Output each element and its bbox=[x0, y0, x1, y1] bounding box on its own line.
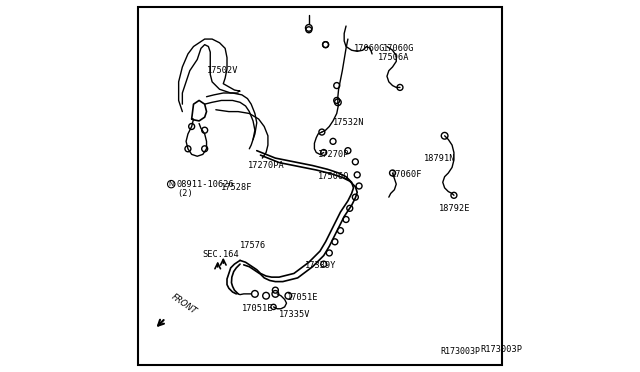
Text: 08911-10626: 08911-10626 bbox=[177, 180, 234, 189]
Text: 18791N: 18791N bbox=[424, 154, 456, 163]
Text: SEC.164: SEC.164 bbox=[203, 250, 239, 259]
Text: 17270P: 17270P bbox=[318, 150, 349, 159]
Text: 17060G: 17060G bbox=[353, 44, 385, 53]
Text: 17060F: 17060F bbox=[390, 170, 422, 179]
Text: R173003P: R173003P bbox=[480, 345, 522, 354]
Text: (2): (2) bbox=[177, 189, 193, 198]
Text: N: N bbox=[168, 181, 174, 187]
Text: R173003P: R173003P bbox=[440, 347, 480, 356]
Text: 17339Y: 17339Y bbox=[305, 262, 337, 270]
Text: 17335V: 17335V bbox=[279, 310, 310, 319]
Text: 17051E: 17051E bbox=[242, 304, 273, 313]
Text: 17528F: 17528F bbox=[221, 183, 253, 192]
Text: 17532N: 17532N bbox=[333, 118, 365, 127]
Text: 17051E: 17051E bbox=[287, 293, 318, 302]
Text: 17060G: 17060G bbox=[383, 44, 415, 53]
Text: 17506Q: 17506Q bbox=[318, 172, 349, 181]
Text: FRONT: FRONT bbox=[170, 292, 198, 316]
Text: 17576: 17576 bbox=[240, 241, 266, 250]
Text: 17506A: 17506A bbox=[378, 53, 409, 62]
Text: 17502V: 17502V bbox=[207, 66, 238, 75]
Text: 18792E: 18792E bbox=[439, 204, 470, 213]
Text: 17270PA: 17270PA bbox=[248, 161, 284, 170]
